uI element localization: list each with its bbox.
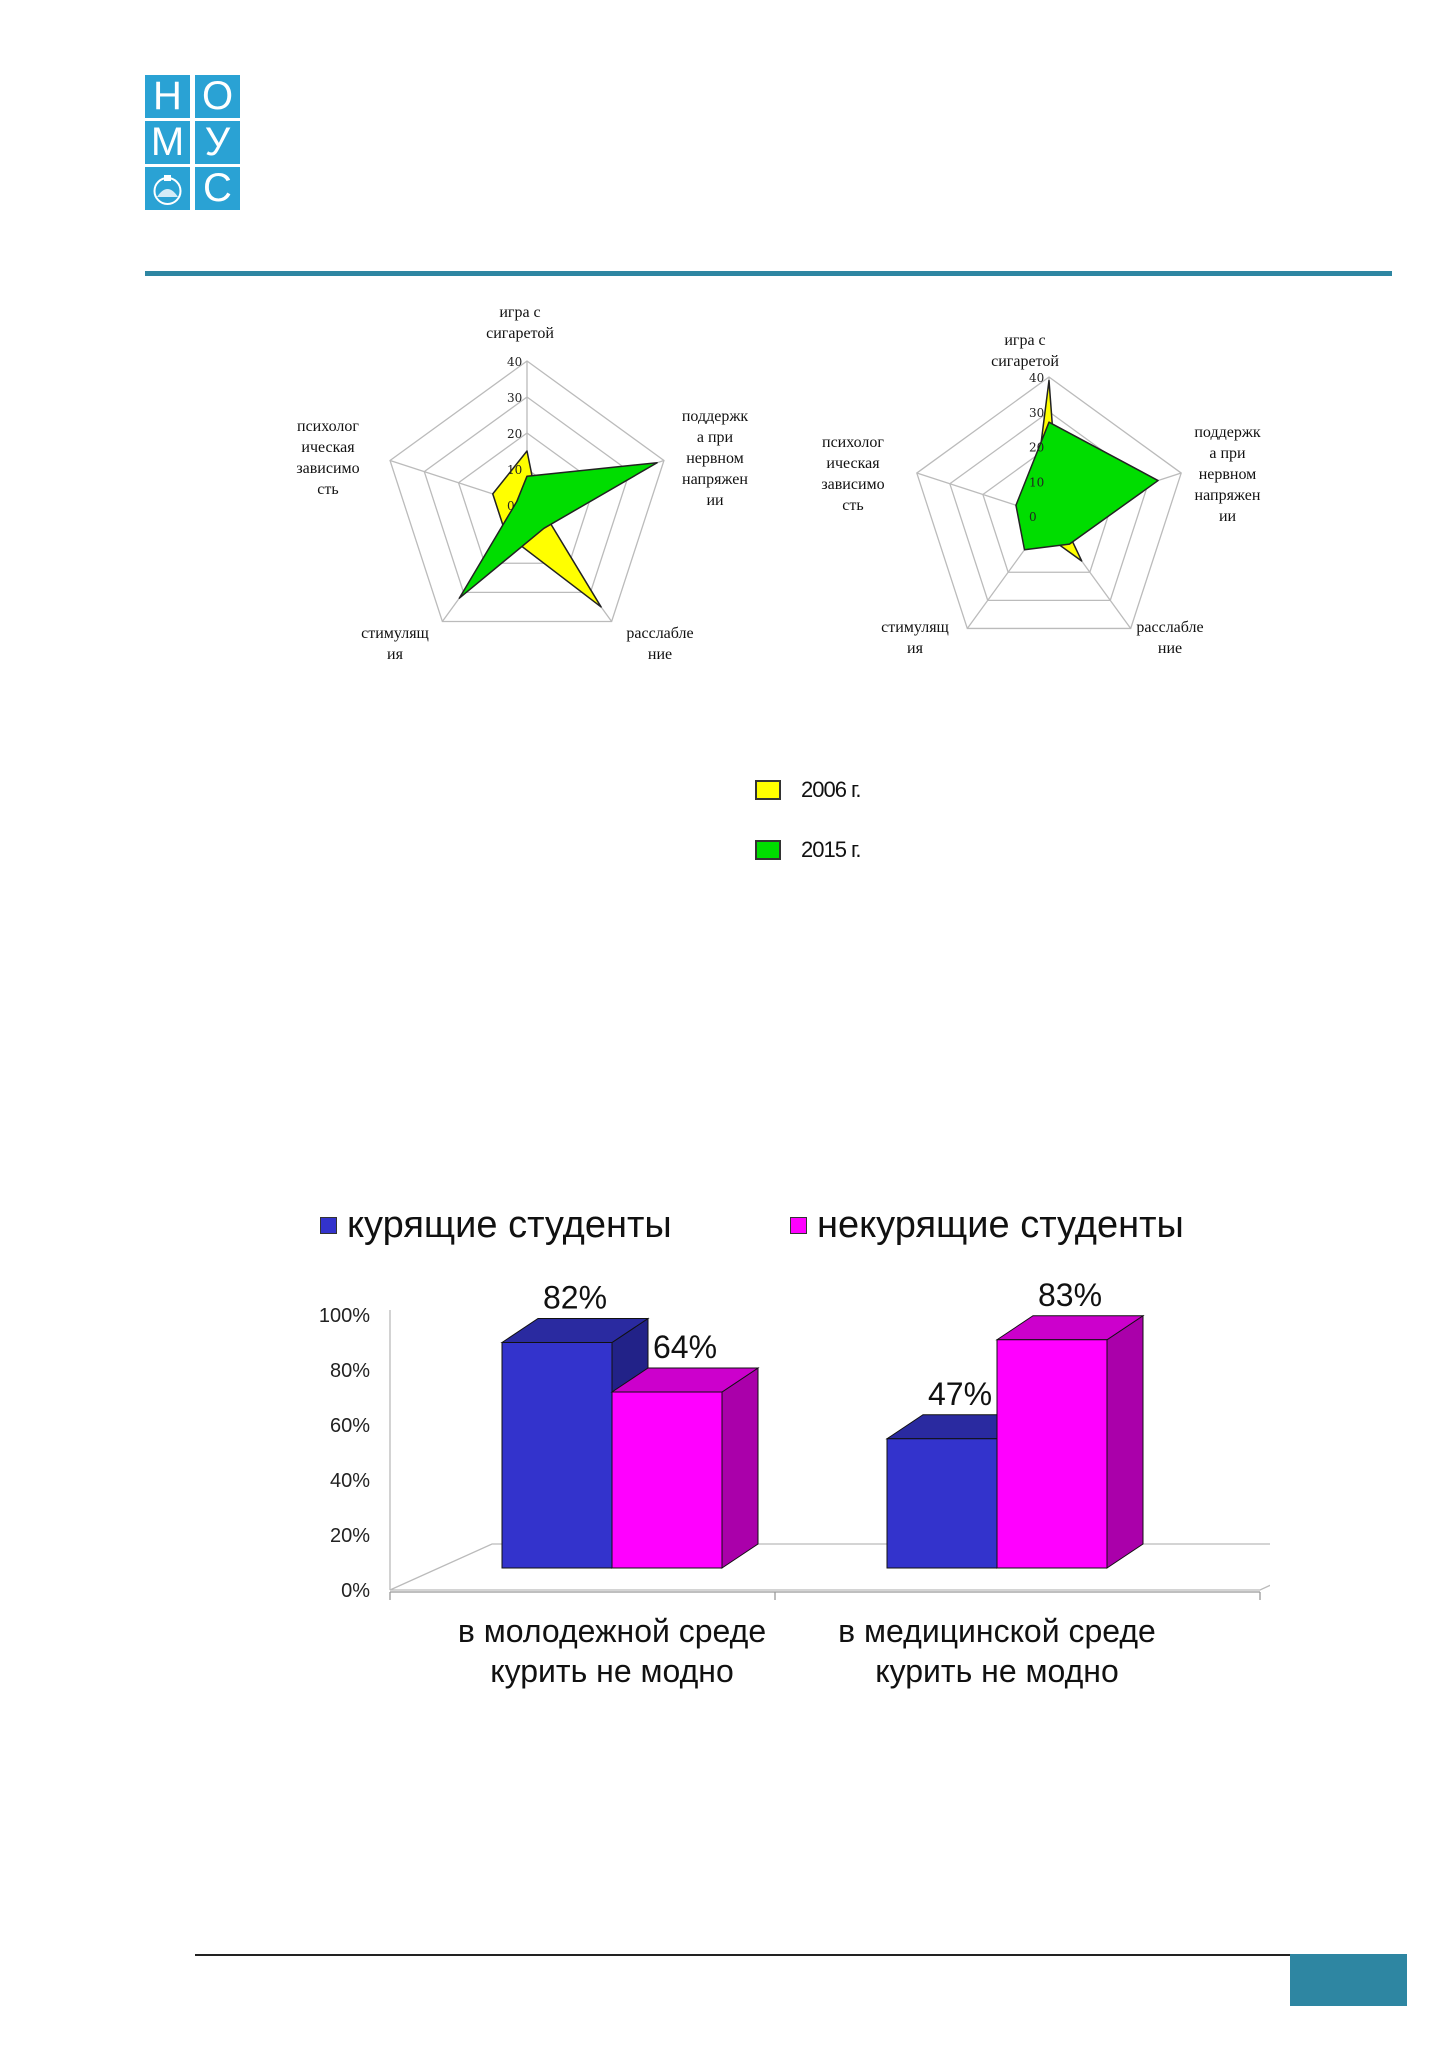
bar-1-0 bbox=[886, 1438, 998, 1569]
radar2-tick-label-3: 30 bbox=[1029, 406, 1044, 420]
bar-chart-y-tick-label-2: 40% bbox=[330, 1470, 370, 1492]
bar-chart-y-tick-label-1: 20% bbox=[330, 1525, 370, 1547]
bar-0-1 bbox=[611, 1391, 723, 1569]
radar-legend: 2006 г. 2015 г. bbox=[755, 775, 955, 875]
bar-side-0-1 bbox=[721, 1367, 759, 1569]
bar-legend-label-smokers: курящие студенты bbox=[347, 1203, 672, 1246]
bar-chart-y-tick-label-5: 100% bbox=[319, 1305, 370, 1327]
bar-data-label-0-1: 64% bbox=[653, 1329, 717, 1365]
bar-data-label-1-1: 83% bbox=[1038, 1277, 1102, 1313]
nomus-logo: Н О М У С bbox=[145, 75, 240, 255]
emblem-icon bbox=[153, 175, 182, 205]
legend-swatch-2015 bbox=[755, 840, 781, 860]
radar1-tick-label-4: 40 bbox=[507, 355, 522, 369]
bar-legend-label-nonsmokers: некурящие студенты bbox=[817, 1203, 1184, 1246]
bar-category-label-0-0: в молодежной среде bbox=[458, 1613, 766, 1649]
header-rule bbox=[145, 271, 1392, 276]
radar1-tick-label-0: 0 bbox=[507, 499, 515, 513]
bar-chart-y-tick-label-0: 0% bbox=[341, 1580, 370, 1602]
radar2-grid-ring-4 bbox=[916, 376, 1182, 630]
radar1-tick-label-1: 10 bbox=[507, 463, 522, 477]
radar1-axis-label-1: игра с сигаретой bbox=[486, 304, 554, 342]
bar-side-1-1 bbox=[1106, 1314, 1144, 1569]
radar1-axis-label-4: стимулящ ия bbox=[361, 625, 429, 663]
legend-item-2015: 2015 г. bbox=[755, 835, 862, 865]
radar2-tick-label-0: 0 bbox=[1029, 510, 1037, 524]
logo-letter-3: М bbox=[145, 121, 190, 164]
radar1-axis-label-3: расслабле ние bbox=[626, 625, 694, 663]
bar-1-1 bbox=[996, 1339, 1108, 1569]
legend-label-2006: 2006 г. bbox=[801, 777, 862, 802]
footer-rule bbox=[195, 1954, 1290, 1956]
logo-letter-2: О bbox=[195, 75, 240, 118]
radar2-axis-label-2: поддержк а при нервном напряжен ии bbox=[1194, 424, 1261, 525]
bar-chart-legend: курящие студенты некурящие студенты bbox=[320, 1200, 1320, 1250]
radar2-axis-label-3: расслабле ние bbox=[1136, 619, 1204, 657]
bar-data-label-1-0: 47% bbox=[928, 1376, 992, 1412]
radar1-axis-label-5: психолог ическая зависимо сть bbox=[296, 418, 360, 498]
radar2-axis-label-4: стимулящ ия bbox=[881, 619, 949, 657]
bar-legend-swatch-smokers bbox=[320, 1216, 337, 1234]
logo-letter-1: Н bbox=[145, 75, 190, 118]
page-number-block bbox=[1290, 1954, 1407, 2006]
radar-chart-2: 0 10 20 30 40 игра с сигаретой поддержк а пр… bbox=[790, 320, 1290, 680]
radar2-tick-label-4: 40 bbox=[1029, 371, 1044, 385]
radar2-axis-label-1: игра с сигаретой bbox=[991, 332, 1059, 370]
radar-chart-1-svg: 0 10 20 30 40 bbox=[389, 355, 665, 623]
legend-swatch-2006 bbox=[755, 780, 781, 800]
logo-emblem-icon bbox=[145, 167, 190, 210]
radar-chart-2-svg: 0 10 20 30 40 bbox=[916, 371, 1182, 630]
radar2-tick-label-1: 10 bbox=[1029, 475, 1044, 489]
radar2-tick-label-2: 20 bbox=[1029, 441, 1044, 455]
legend-item-2006: 2006 г. bbox=[755, 775, 862, 805]
logo-letter-6: С bbox=[195, 167, 240, 210]
radar1-tick-label-3: 30 bbox=[507, 391, 522, 405]
bar-legend-item-smokers: курящие студенты bbox=[320, 1200, 672, 1250]
radar2-axis-label-5: психолог ическая зависимо сть bbox=[821, 434, 885, 514]
bar-category-label-0-1: курить не модно bbox=[490, 1653, 733, 1689]
legend-label-2015: 2015 г. bbox=[801, 837, 862, 862]
bar-data-label-0-0: 82% bbox=[543, 1280, 607, 1316]
bar-chart-y-tick-label-3: 60% bbox=[330, 1415, 370, 1437]
bar-chart-y-tick-label-4: 80% bbox=[330, 1360, 370, 1382]
bar-0-0 bbox=[501, 1342, 613, 1569]
bar-chart-floor bbox=[389, 1543, 1270, 1591]
bar-chart: 0% 20% 40% 60% 80% 100% 82% 64% в молодежной сре… bbox=[319, 1277, 1270, 1689]
bar-category-label-1-1: курить не модно bbox=[875, 1653, 1118, 1689]
radar-chart-1: 0 10 20 30 40 игра с сигаретой поддержк а пр… bbox=[260, 290, 780, 690]
radar1-series-2 bbox=[458, 461, 658, 599]
bar-legend-item-nonsmokers: некурящие студенты bbox=[790, 1200, 1184, 1250]
radar1-grid-ring-4 bbox=[389, 360, 665, 623]
bar-category-label-1-0: в медицинской среде bbox=[838, 1613, 1156, 1649]
radar2-series-2 bbox=[1015, 421, 1159, 551]
bar-legend-swatch-nonsmokers bbox=[790, 1216, 807, 1234]
radar1-grid-ring-3 bbox=[423, 396, 631, 594]
logo-letter-4: У bbox=[195, 121, 240, 164]
radar1-axis-label-2: поддержк а при нервном напряжен ии bbox=[681, 408, 749, 509]
radar1-tick-label-2: 20 bbox=[507, 427, 522, 441]
